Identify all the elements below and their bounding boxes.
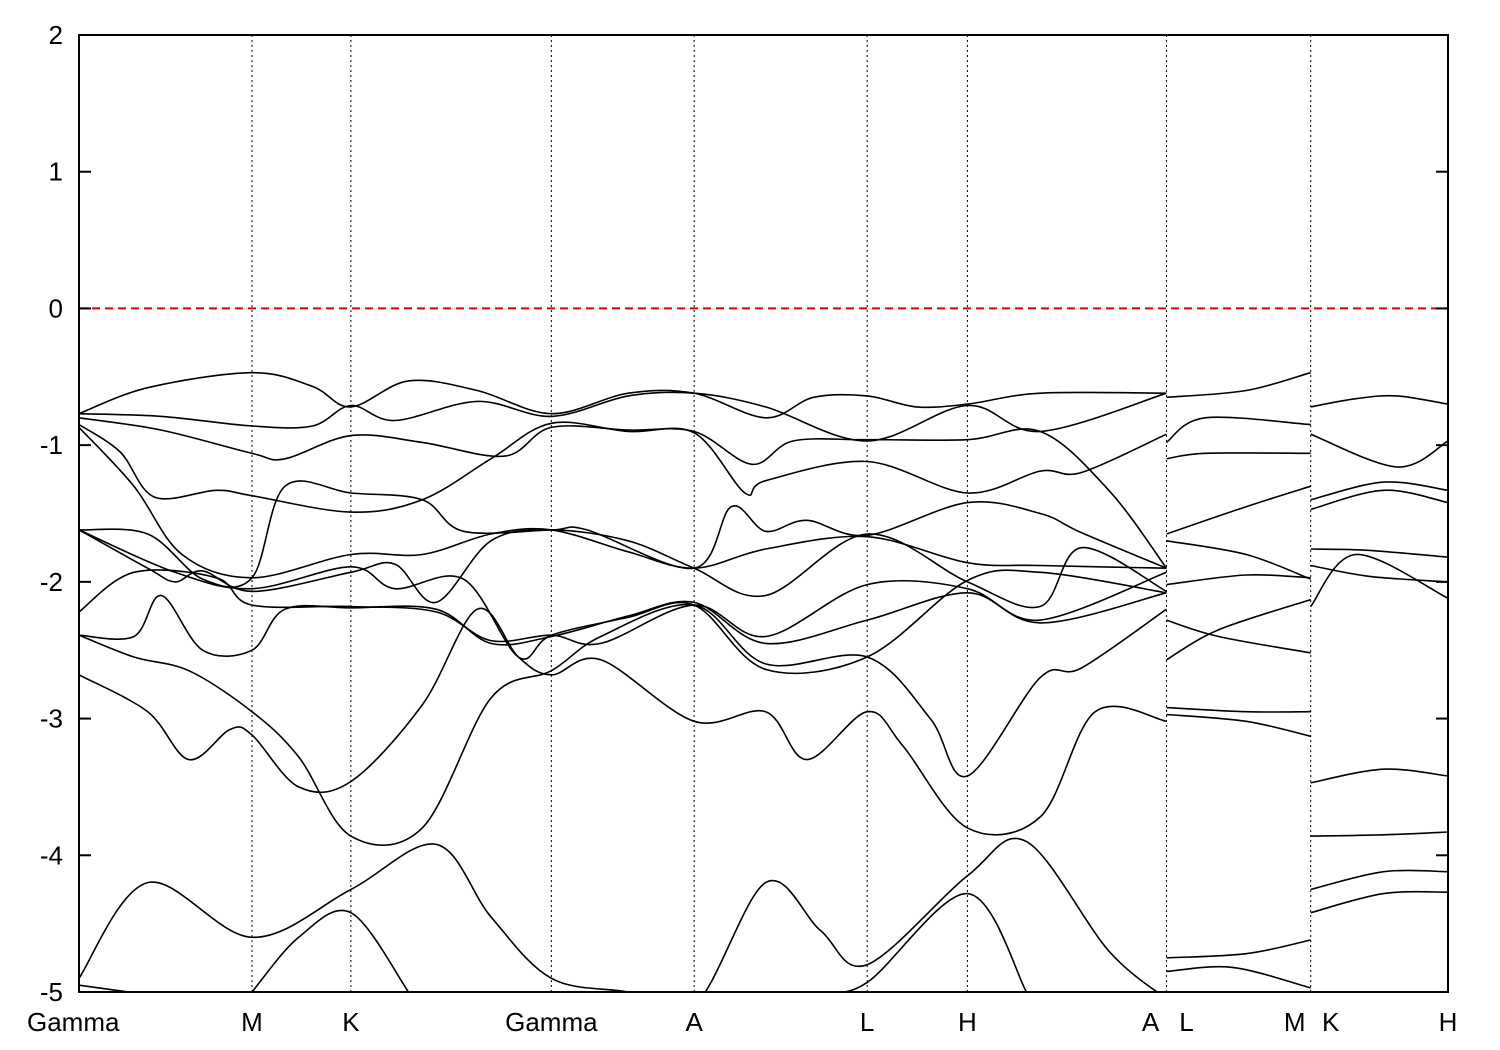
band-line-7 [79,529,1167,609]
band-line-28 [1166,965,1311,989]
y-tick-label: -3 [40,704,63,734]
x-tick-label: K [342,1007,360,1037]
band-line-10 [79,571,1167,657]
band-line-9 [79,569,1167,646]
y-tick-label: -4 [40,840,63,870]
band-line-18 [1166,416,1311,444]
y-tick-label: -2 [40,567,63,597]
x-tick-label: L [860,1007,874,1037]
y-axis: 2 1 0 -1 -2 -3 -4 -5 [40,20,1448,1007]
band-line-15 [79,984,135,992]
band-line-27 [1166,939,1311,959]
band-line-6 [79,480,1167,588]
band-line-1 [79,371,1167,419]
band-line-3 [79,417,1168,569]
y-tick-label: 2 [49,20,63,50]
x-tick-label: A [1142,1007,1160,1037]
band-line-5 [79,426,1167,579]
x-tick-label: Gamma [27,1007,120,1037]
band-line-17 [1166,371,1311,399]
band-line-26 [1166,713,1311,738]
band-line-33 [1310,548,1448,558]
x-tick-label: Gamma [505,1007,598,1037]
band-line-24 [1166,598,1311,661]
band-line-29 [1310,394,1448,408]
band-line-19 [1166,452,1311,460]
x-tick-label: K [1322,1007,1340,1037]
band-line-34 [1310,564,1448,583]
band-line-25 [1166,706,1311,713]
x-tick-label: H [1439,1007,1458,1037]
y-tick-label: 1 [49,157,63,187]
band-line-22 [1166,573,1311,586]
y-tick-label: 0 [49,293,63,323]
band-lines [79,371,1448,992]
x-axis: Gamma M K Gamma A L H A L M K H [27,1007,1457,1037]
band-line-21 [1166,540,1311,580]
x-tick-label: A [685,1007,703,1037]
band-line-11 [79,603,1167,846]
x-tick-label: M [241,1007,263,1037]
x-tick-label: L [1179,1007,1193,1037]
x-tick-label: M [1284,1007,1306,1037]
band-line-14 [251,909,410,992]
y-tick-label: -1 [40,430,63,460]
band-line-4 [79,421,1167,513]
band-line-32 [1310,489,1448,511]
band-line-39 [1310,890,1448,914]
band-line-23 [1166,619,1311,654]
band-line-37 [1310,831,1448,837]
x-tick-label: H [958,1007,977,1037]
band-line-12 [79,607,1167,836]
y-tick-label: -5 [40,977,63,1007]
band-line-2 [79,391,1167,442]
band-line-30 [1310,433,1448,468]
plot-frame [78,34,1449,993]
band-line-35 [1310,553,1448,608]
band-line-8 [79,529,1167,675]
band-line-31 [1310,481,1448,501]
band-line-36 [1310,768,1448,784]
band-line-13 [79,837,1159,992]
band-line-20 [1166,485,1311,535]
band-line-38 [1310,869,1448,891]
